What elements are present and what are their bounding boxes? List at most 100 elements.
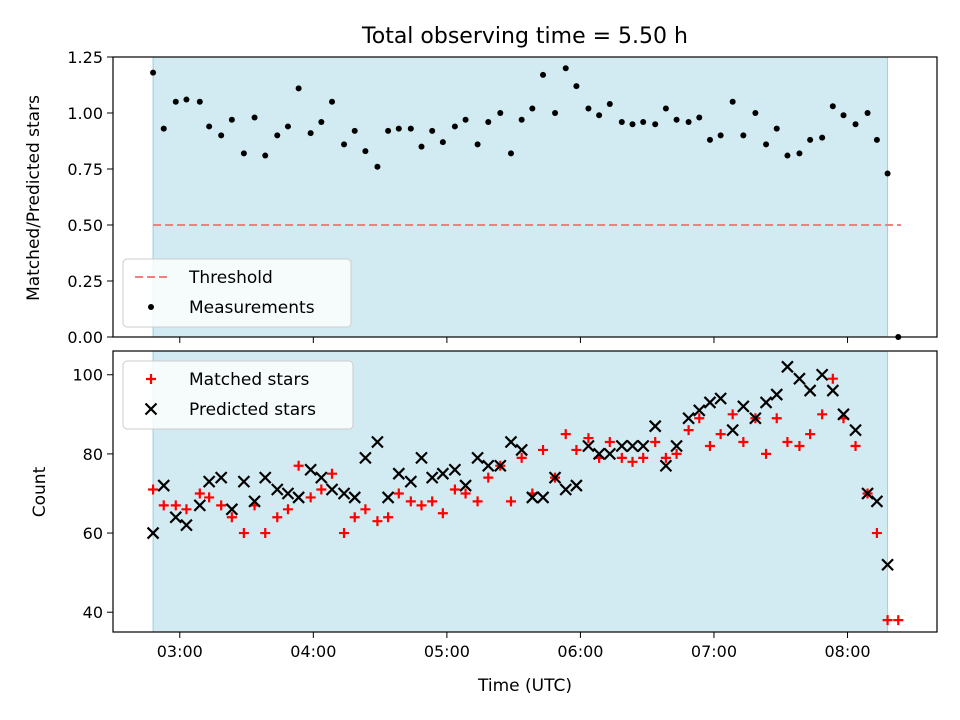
matched-star-marker xyxy=(616,452,627,463)
measurement-point xyxy=(240,150,247,157)
predicted-star-marker xyxy=(237,475,251,488)
matched-star-marker xyxy=(827,373,838,384)
measurement-point xyxy=(341,141,348,148)
measurement-point xyxy=(729,98,736,105)
measurement-point xyxy=(873,136,880,143)
x-tick-label: 05:00 xyxy=(424,642,470,661)
measurement-point xyxy=(172,98,179,105)
measurement-point xyxy=(160,125,167,132)
measurement-point xyxy=(629,121,636,128)
measurement-point xyxy=(717,132,724,139)
legend-box xyxy=(122,258,352,328)
predicted-star-marker xyxy=(248,495,261,508)
measurement-point xyxy=(507,150,514,157)
matched-star-marker xyxy=(505,496,516,507)
matched-star-marker xyxy=(694,413,705,424)
predicted-star-marker xyxy=(448,463,462,477)
measurement-point xyxy=(374,163,381,170)
y-tick-label: 0.00 xyxy=(67,328,103,347)
predicted-star-marker xyxy=(659,459,673,473)
predicted-star-marker xyxy=(471,451,484,465)
measurement-point xyxy=(307,130,314,137)
measurement-point xyxy=(206,123,213,130)
predicted-star-marker xyxy=(258,471,272,484)
predicted-star-marker xyxy=(803,384,817,397)
predicted-star-marker xyxy=(670,439,683,453)
ratio-legend: Threshold Measurements xyxy=(122,258,352,328)
x-tick-label: 03:00 xyxy=(157,642,203,661)
measurement-point xyxy=(662,105,669,112)
predicted-star-marker xyxy=(436,467,450,480)
ratio-y-axis-label: Matched/Predicted stars xyxy=(24,95,44,301)
matched-star-marker xyxy=(650,437,661,448)
measurement-point xyxy=(562,65,569,72)
measurement-point xyxy=(497,110,504,116)
x-axis-label: Time (UTC) xyxy=(477,676,572,696)
y-tick-label: 100 xyxy=(72,366,103,385)
predicted-star-marker xyxy=(726,423,739,437)
predicted-star-marker xyxy=(570,479,583,492)
matched-star-marker xyxy=(194,488,205,499)
measurement-point xyxy=(685,118,692,125)
predicted-star-marker xyxy=(815,368,829,382)
x-tick-label: 08:00 xyxy=(824,642,870,661)
predicted-star-marker xyxy=(281,487,295,500)
legend-label: Measurements xyxy=(189,298,315,318)
count-marks xyxy=(146,360,904,626)
measurement-point xyxy=(606,101,613,108)
legend-label: Matched stars xyxy=(189,370,309,390)
matched-star-marker xyxy=(893,615,904,626)
measurement-point xyxy=(351,127,358,134)
predicted-star-marker xyxy=(759,396,773,409)
matched-star-marker xyxy=(704,440,715,451)
matched-star-marker xyxy=(871,528,882,539)
legend-label: Threshold xyxy=(188,268,273,288)
predicted-star-marker xyxy=(214,471,228,484)
matched-star-marker xyxy=(316,484,327,495)
predicted-star-marker xyxy=(359,451,372,465)
predicted-star-marker xyxy=(582,439,595,453)
measurement-point xyxy=(474,141,481,148)
measurement-point xyxy=(819,134,826,141)
y-tick-label: 1.00 xyxy=(67,104,103,123)
matched-star-marker xyxy=(339,528,350,539)
predicted-star-marker xyxy=(304,463,317,477)
matched-star-marker xyxy=(372,516,383,527)
measurement-point xyxy=(150,69,157,76)
measurement-point xyxy=(429,127,436,134)
predicted-star-marker xyxy=(202,475,216,488)
predicted-star-marker xyxy=(626,439,639,453)
matched-star-marker xyxy=(148,484,159,495)
predicted-star-marker xyxy=(459,479,472,492)
measurement-point xyxy=(784,152,791,159)
matched-star-marker xyxy=(383,512,394,523)
measurement-point xyxy=(840,112,847,119)
legend-label: Predicted stars xyxy=(189,400,316,420)
matched-star-marker xyxy=(683,425,694,436)
measurement-point xyxy=(274,132,281,139)
matched-star-marker xyxy=(571,444,582,455)
measurement-point xyxy=(218,132,225,139)
matched-star-marker xyxy=(427,496,438,507)
predicted-star-marker xyxy=(548,471,562,484)
x-tick-label: 04:00 xyxy=(290,642,336,661)
predicted-star-marker xyxy=(559,483,573,496)
matched-star-marker xyxy=(882,615,893,626)
measurement-point xyxy=(829,103,836,110)
predicted-star-marker xyxy=(157,479,171,492)
matched-star-marker xyxy=(715,429,726,440)
measurement-point xyxy=(573,83,580,90)
matched-star-marker xyxy=(272,512,283,523)
predicted-star-marker xyxy=(515,443,528,457)
predicted-star-marker xyxy=(849,423,862,437)
measurement-point xyxy=(418,143,425,150)
y-tick-label: 60 xyxy=(83,524,103,543)
y-tick-label: 0.50 xyxy=(67,216,103,235)
matched-star-marker xyxy=(638,452,649,463)
predicted-star-marker xyxy=(481,459,495,473)
measurement-point xyxy=(618,118,625,125)
matched-star-marker xyxy=(437,508,448,519)
ratio-axes: 0.00 0.25 0.50 0.75 1.00 1.25 xyxy=(67,48,849,347)
measurement-point xyxy=(362,148,369,155)
predicted-star-marker xyxy=(348,491,362,504)
